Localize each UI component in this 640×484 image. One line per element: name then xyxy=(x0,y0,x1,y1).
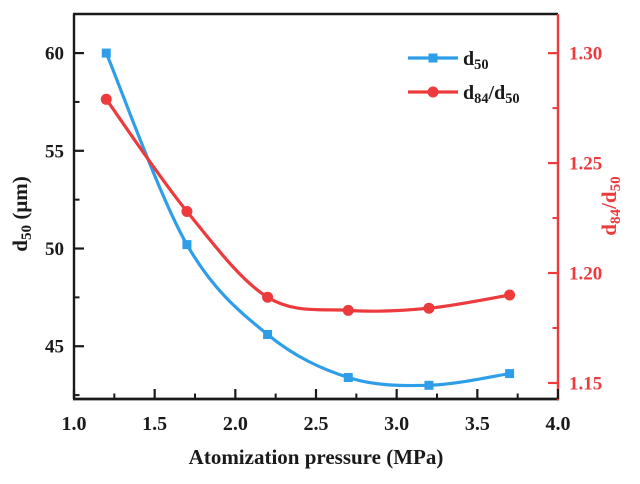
square-marker xyxy=(505,369,515,379)
y-left-tick-label: 55 xyxy=(45,141,64,162)
x-tick-label: 1.5 xyxy=(142,413,167,435)
legend-square-marker xyxy=(428,53,438,63)
y-right-tick-label: 1.30 xyxy=(569,44,602,65)
x-tick-label: 1.0 xyxy=(62,413,87,435)
circle-marker xyxy=(504,289,516,301)
circle-marker xyxy=(423,302,435,314)
legend: d50 d84/d50 xyxy=(408,48,520,107)
square-marker xyxy=(424,380,434,390)
circle-marker xyxy=(181,205,193,217)
square-marker xyxy=(182,240,192,250)
circle-marker xyxy=(100,93,112,105)
x-tick-label: 3.5 xyxy=(465,413,490,435)
y-right-tick-label: 1.20 xyxy=(569,264,602,285)
x-axis-title: Atomization pressure (MPa) xyxy=(189,445,444,469)
square-marker xyxy=(263,330,273,340)
legend-label: d84/d50 xyxy=(463,82,520,107)
x-tick-label: 2.5 xyxy=(304,413,329,435)
circle-marker xyxy=(342,304,354,316)
y-left-tick-label: 50 xyxy=(45,239,64,260)
x-tick-label: 3.0 xyxy=(384,413,409,435)
legend-label: d50 xyxy=(463,48,489,73)
legend-circle-marker xyxy=(427,86,439,98)
y-left-tick-label: 45 xyxy=(45,337,64,358)
circle-marker xyxy=(262,291,274,303)
square-marker xyxy=(101,48,111,58)
y-right-tick-label: 1.25 xyxy=(569,154,602,175)
y-left-axis-title: d50 (μm) xyxy=(8,176,35,251)
y-left-tick-label: 60 xyxy=(45,44,64,65)
x-tick-label: 4.0 xyxy=(546,413,571,435)
y-right-axis-title: d84/d50 xyxy=(597,176,624,235)
x-tick-label: 2.0 xyxy=(223,413,248,435)
y-right-tick-label: 1.15 xyxy=(569,373,602,394)
square-marker xyxy=(343,373,353,383)
series-line-d84-d50 xyxy=(104,97,512,313)
